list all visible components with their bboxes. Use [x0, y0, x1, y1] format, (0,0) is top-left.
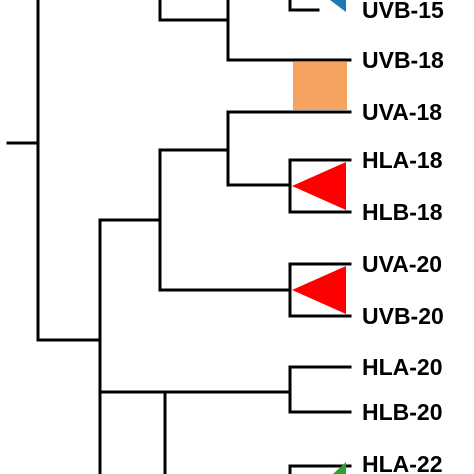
leaf-label-hlb18: HLB-18 [362, 199, 443, 225]
leaf-label-hla22: HLA-22 [362, 451, 443, 474]
red-triangle-marker-20 [292, 266, 346, 314]
branches [6, 0, 352, 474]
uvb15-branch [288, 0, 320, 12]
blue-triangle-marker [330, 0, 346, 12]
uvb18-branch [226, 0, 352, 62]
top-clade-branch [158, 0, 230, 22]
leaf-label-hla20: HLA-20 [362, 354, 443, 380]
leaf-label-hla18: HLA-18 [362, 147, 443, 173]
leaf-label-uvb15: UVB-15 [362, 0, 444, 23]
red-triangle-marker-18 [292, 162, 346, 210]
orange-square-marker [293, 62, 347, 110]
green-triangle-marker [333, 462, 346, 474]
leaf-label-hlb20: HLB-20 [362, 399, 443, 425]
leaf-label-uvb20: UVB-20 [362, 303, 444, 329]
leaf-label-uvb18: UVB-18 [362, 47, 444, 73]
hla22-branch [288, 464, 352, 474]
leaf-label-uva18: UVA-18 [362, 99, 442, 125]
leaf-label-uva20: UVA-20 [362, 251, 442, 277]
